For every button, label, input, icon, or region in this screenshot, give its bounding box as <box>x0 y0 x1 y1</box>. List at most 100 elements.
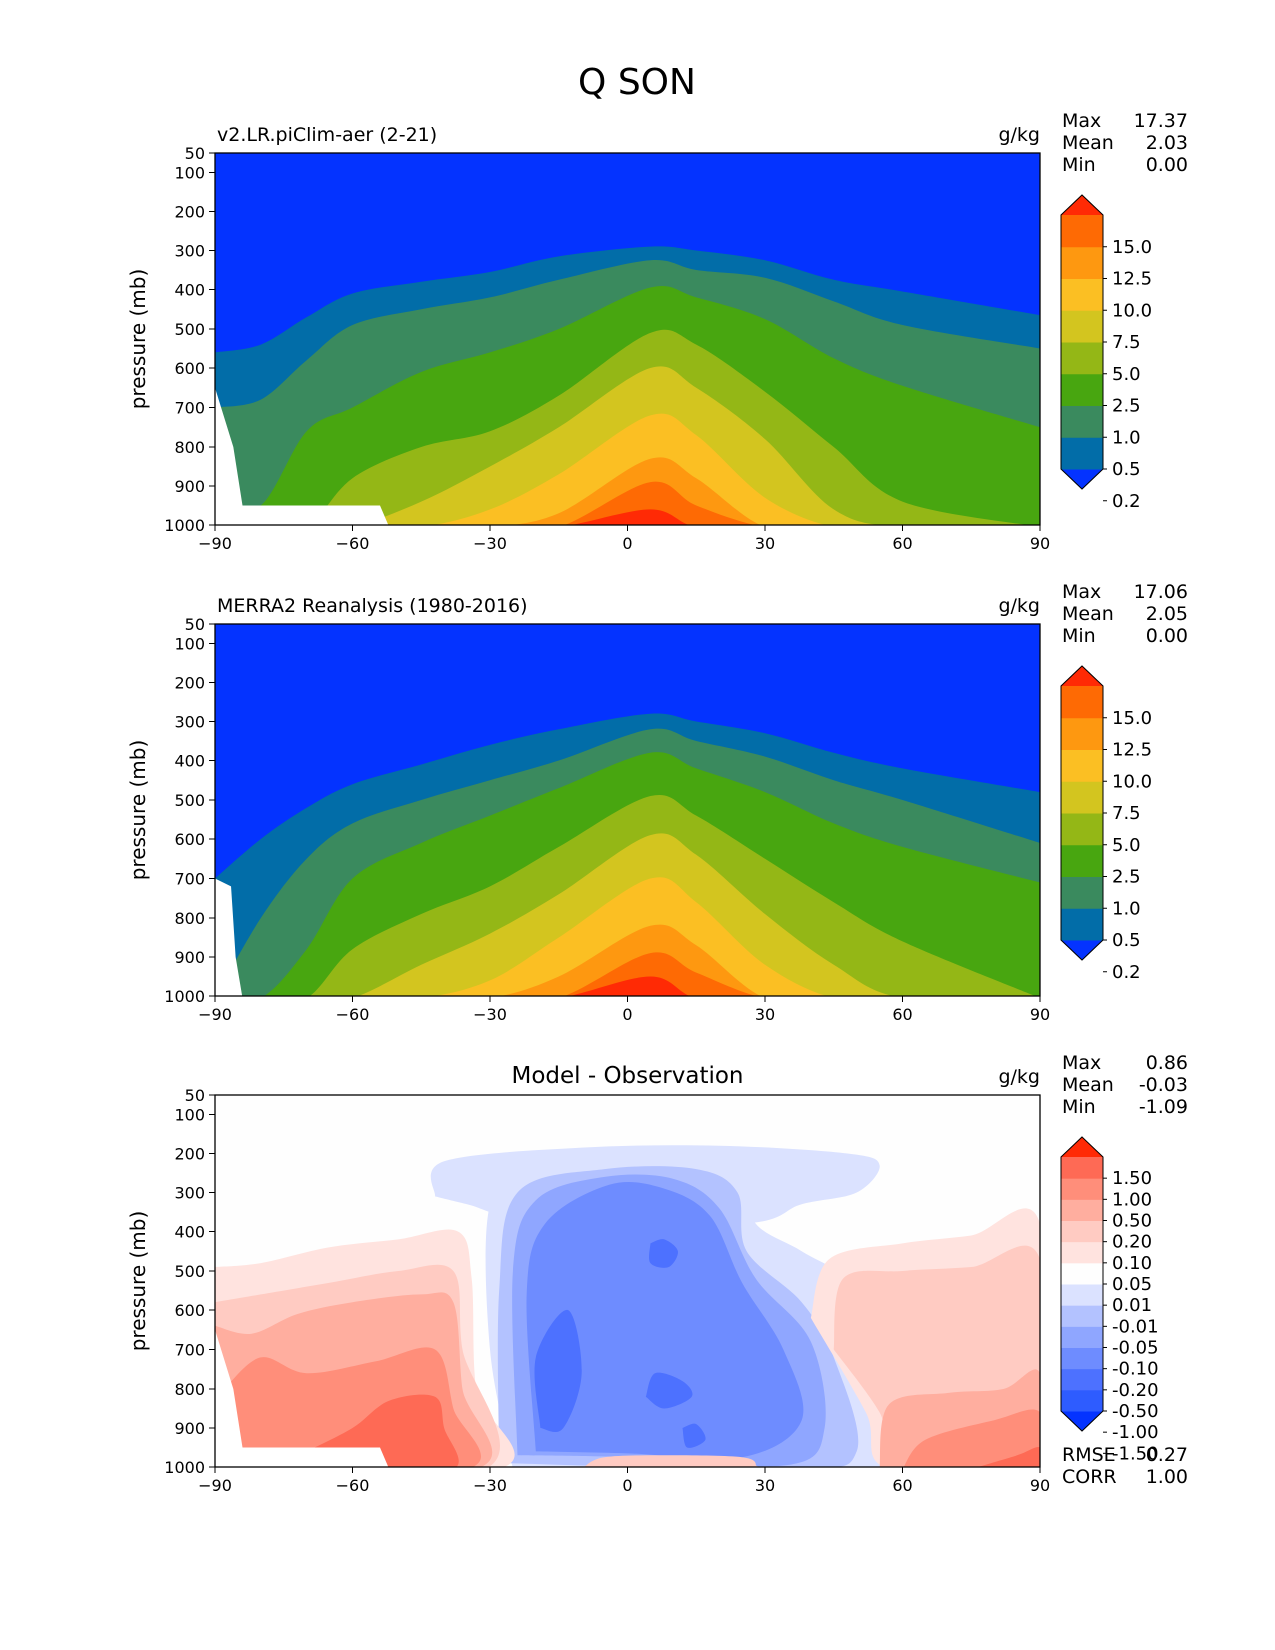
colorbar-swatch <box>1061 1284 1103 1306</box>
stat-value: 0.00 <box>1146 625 1188 647</box>
x-tick-label: 60 <box>892 1005 912 1024</box>
colorbar-swatch <box>1061 1389 1103 1412</box>
y-tick-label: 600 <box>174 830 205 849</box>
colorbar-swatch <box>1061 876 1103 909</box>
units-label: g/kg <box>998 124 1040 146</box>
colorbar-tick-label: 7.5 <box>1112 803 1141 824</box>
colorbar-swatch <box>1061 844 1103 877</box>
y-tick-label: 400 <box>174 752 205 771</box>
y-tick-label: 100 <box>174 635 205 654</box>
colorbar-extend-low <box>1061 940 1103 960</box>
colorbar-tick-label: 10.0 <box>1112 771 1152 792</box>
colorbar-extend-high <box>1061 666 1103 686</box>
x-tick-label: 0 <box>622 1476 632 1495</box>
colorbar-tick-label: 1.50 <box>1112 1168 1152 1189</box>
y-tick-label: 50 <box>185 1086 205 1105</box>
y-tick-label: 200 <box>174 674 205 693</box>
x-tick-label: 90 <box>1030 534 1050 553</box>
colorbar-swatch <box>1061 1220 1103 1243</box>
stat-value: -0.03 <box>1139 1074 1188 1096</box>
colorbar-swatch <box>1061 781 1103 814</box>
colorbar-swatch <box>1061 1347 1103 1370</box>
colorbar-swatch <box>1061 908 1103 941</box>
colorbar-tick-label: 10.0 <box>1112 300 1152 321</box>
colorbar-swatch <box>1061 437 1103 470</box>
colorbar-tick-label: -0.50 <box>1112 1401 1159 1422</box>
contour-band-15 <box>569 976 690 996</box>
y-tick-label: 200 <box>174 203 205 222</box>
y-axis-label: pressure (mb) <box>126 1211 150 1352</box>
stat-label: CORR <box>1062 1466 1117 1488</box>
colorbar-tick-label: 0.10 <box>1112 1253 1152 1274</box>
stat-value: -1.09 <box>1139 1096 1188 1118</box>
stat-label: Mean <box>1062 1074 1114 1096</box>
x-tick-label: −90 <box>198 1476 232 1495</box>
colorbar-swatch <box>1061 310 1103 343</box>
colorbar-swatch <box>1061 1241 1103 1264</box>
contour-field <box>215 624 1040 996</box>
figure-title: Q SON <box>578 62 696 103</box>
stat-label: RMSE <box>1062 1444 1116 1466</box>
colorbar-tick-label: 2.5 <box>1112 396 1141 417</box>
colorbar-tick-label: 0.01 <box>1112 1295 1152 1316</box>
x-tick-label: 90 <box>1030 1476 1050 1495</box>
colorbar-swatch <box>1061 405 1103 438</box>
y-tick-label: 400 <box>174 281 205 300</box>
stat-value: 2.05 <box>1146 603 1188 625</box>
colorbar-tick-label: 15.0 <box>1112 708 1152 729</box>
y-tick-label: 200 <box>174 1145 205 1164</box>
contour-band-15 <box>571 509 689 525</box>
x-tick-label: −60 <box>336 534 370 553</box>
colorbar-extend-high <box>1061 1137 1103 1157</box>
colorbar-swatch <box>1061 246 1103 279</box>
y-tick-label: 50 <box>185 615 205 634</box>
colorbar-swatch <box>1061 278 1103 311</box>
stat-value: 17.37 <box>1134 110 1188 132</box>
colorbar-tick-label: -1.50 <box>1112 1443 1159 1464</box>
diff-band-neg-0.50 <box>649 1239 678 1268</box>
colorbar-swatch <box>1061 1157 1103 1179</box>
colorbar-tick-label: 12.5 <box>1112 740 1152 761</box>
stat-value: 17.06 <box>1134 581 1188 603</box>
y-tick-label: 800 <box>174 1380 205 1399</box>
colorbar-tick-label: 15.0 <box>1112 237 1152 258</box>
x-tick-label: 0 <box>622 534 632 553</box>
x-tick-label: 30 <box>755 1476 775 1495</box>
colorbar: 1.501.000.500.200.100.050.01-0.01-0.05-0… <box>1060 1136 1159 1464</box>
colorbar-swatch <box>1061 749 1103 782</box>
colorbar-swatch <box>1061 686 1103 719</box>
y-tick-label: 500 <box>174 320 205 339</box>
colorbar-tick-label: -0.05 <box>1112 1338 1159 1359</box>
contour-field <box>215 1095 1040 1467</box>
y-tick-label: 300 <box>174 1184 205 1203</box>
colorbar-tick-label: 2.5 <box>1112 867 1141 888</box>
diff-band-pos-0.10 <box>584 1455 759 1467</box>
x-tick-label: −60 <box>336 1005 370 1024</box>
panel-title: Model - Observation <box>511 1063 743 1089</box>
y-tick-label: 600 <box>174 359 205 378</box>
colorbar-tick-label: 0.2 <box>1112 491 1141 512</box>
units-label: g/kg <box>998 595 1040 617</box>
stat-label: Min <box>1062 625 1096 647</box>
contour-field <box>215 153 1040 525</box>
y-tick-label: 500 <box>174 1262 205 1281</box>
y-tick-label: 1000 <box>164 987 205 1006</box>
colorbar-swatch <box>1061 1262 1103 1285</box>
colorbar-tick-label: 5.0 <box>1112 835 1141 856</box>
colorbar-extend-high <box>1061 195 1103 215</box>
colorbar-swatch <box>1061 342 1103 375</box>
x-tick-label: −90 <box>198 1005 232 1024</box>
y-tick-label: 300 <box>174 242 205 261</box>
contour-band-12.5 <box>564 481 755 525</box>
x-tick-label: 60 <box>892 1476 912 1495</box>
colorbar-tick-label: 1.0 <box>1112 898 1141 919</box>
colorbar-extend-low <box>1061 1411 1103 1431</box>
y-tick-label: 1000 <box>164 1458 205 1477</box>
y-tick-label: 400 <box>174 1223 205 1242</box>
colorbar-tick-label: 0.5 <box>1112 459 1141 480</box>
stat-label: Max <box>1062 110 1101 132</box>
y-tick-label: 700 <box>174 399 205 418</box>
x-tick-label: −30 <box>473 1005 507 1024</box>
colorbar-tick-label: -0.20 <box>1112 1380 1159 1401</box>
y-tick-label: 500 <box>174 791 205 810</box>
